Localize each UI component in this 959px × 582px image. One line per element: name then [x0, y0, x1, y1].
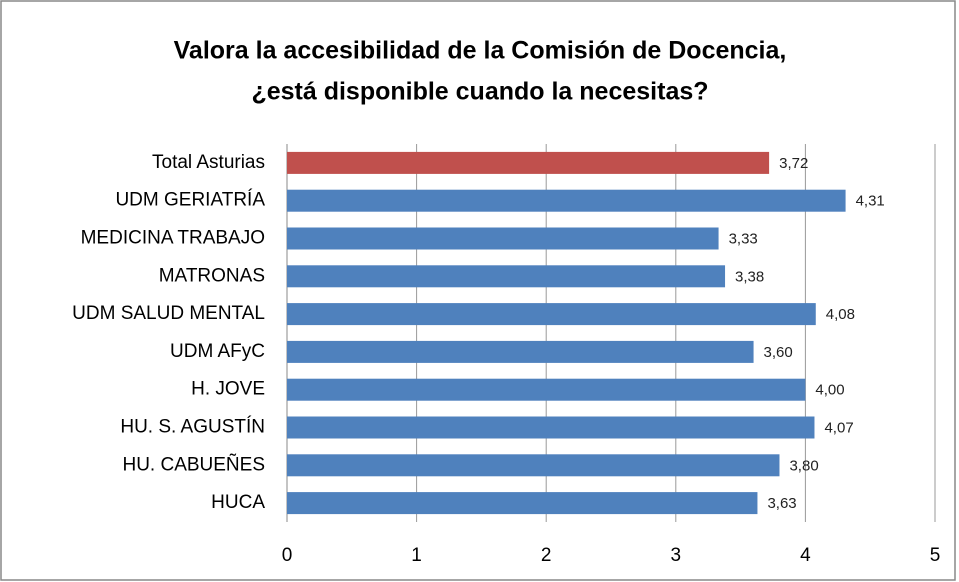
value-label: 3,33: [729, 230, 758, 247]
bar: [287, 454, 780, 477]
bar: [287, 492, 758, 515]
bar: [287, 189, 846, 212]
value-label: 3,60: [764, 344, 793, 361]
bar: [287, 303, 816, 326]
x-tick-label: 0: [282, 545, 293, 566]
category-label: UDM SALUD MENTAL: [72, 303, 265, 324]
category-label: MEDICINA TRABAJO: [81, 228, 265, 249]
value-label: 3,72: [779, 155, 808, 172]
value-label: 3,38: [735, 268, 764, 285]
value-label: 3,80: [789, 457, 818, 474]
category-label: UDM GERIATRÍA: [115, 190, 265, 211]
bar: [287, 416, 815, 439]
x-tick-label: 5: [930, 545, 941, 566]
value-label: 3,63: [767, 495, 796, 512]
x-tick-label: 1: [411, 545, 422, 566]
bar: [287, 265, 726, 288]
x-tick-label: 3: [671, 545, 682, 566]
chart-title: Valora la accesibilidad de la Comisión d…: [174, 37, 787, 65]
bar: [287, 340, 754, 363]
category-label: HU. S. AGUSTÍN: [120, 417, 265, 438]
bar: [287, 227, 719, 250]
category-label: HU. CABUEÑES: [122, 453, 265, 475]
value-label: 4,00: [815, 382, 844, 399]
x-tick-label: 4: [800, 545, 811, 566]
value-label: 4,08: [826, 306, 855, 323]
category-label: UDM AFyC: [170, 341, 265, 362]
value-label: 4,31: [856, 193, 885, 210]
category-label: HUCA: [211, 492, 265, 513]
category-label: MATRONAS: [159, 265, 265, 286]
category-label: H. JOVE: [191, 379, 265, 400]
bar: [287, 151, 770, 174]
bar: [287, 378, 806, 401]
x-tick-label: 2: [541, 545, 552, 566]
category-label: Total Asturias: [152, 152, 265, 173]
chart-title: ¿está disponible cuando la necesitas?: [251, 78, 708, 106]
value-label: 4,07: [824, 419, 853, 436]
